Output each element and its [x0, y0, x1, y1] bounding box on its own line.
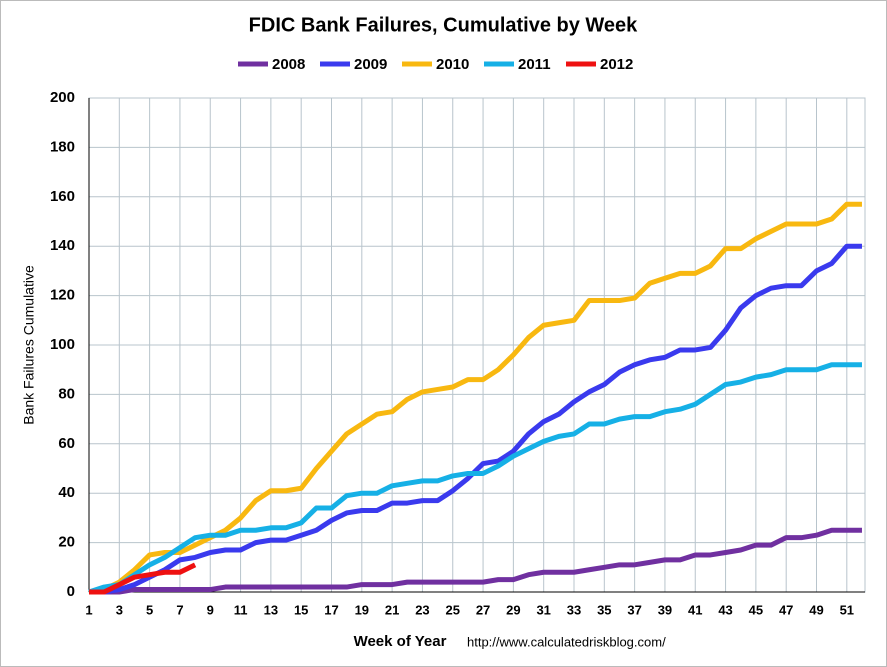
x-tick-label: 39	[658, 602, 672, 617]
x-tick-label: 43	[718, 602, 732, 617]
x-tick-label: 23	[415, 602, 429, 617]
x-tick-label: 17	[324, 602, 338, 617]
x-tick-label: 15	[294, 602, 308, 617]
y-tick-label: 200	[50, 89, 75, 106]
x-tick-label: 45	[749, 602, 763, 617]
x-tick-label: 25	[446, 602, 460, 617]
legend-label: 2012	[600, 56, 633, 73]
x-tick-label: 11	[234, 602, 248, 617]
x-tick-label: 49	[809, 602, 823, 617]
x-tick-label: 29	[506, 602, 520, 617]
x-tick-label: 37	[627, 602, 641, 617]
y-tick-label: 180	[50, 138, 75, 155]
series-line	[89, 562, 197, 595]
source: http://www.calculatedriskblog.com/	[467, 634, 666, 649]
x-tick-label: 1	[85, 602, 92, 617]
y-axis-label: Bank Failures Cumulative	[21, 265, 37, 425]
x-tick-label: 35	[597, 602, 611, 617]
legend-label: 2011	[518, 56, 551, 73]
x-tick-label: 31	[536, 602, 550, 617]
series-line	[88, 362, 862, 595]
x-tick-label: 47	[779, 602, 793, 617]
x-tick-label: 51	[840, 602, 854, 617]
x-tick-label: 27	[476, 602, 490, 617]
x-tick-label: 5	[146, 602, 153, 617]
y-tick-label: 0	[67, 583, 75, 600]
series-line	[89, 527, 862, 595]
y-tick-label: 20	[58, 534, 75, 551]
chart-title: FDIC Bank Failures, Cumulative by Week	[249, 14, 639, 36]
x-tick-label: 13	[264, 602, 278, 617]
legend-label: 2008	[272, 56, 305, 73]
legend-label: 2009	[354, 56, 387, 73]
x-tick-label: 7	[176, 602, 183, 617]
y-tick-label: 120	[50, 287, 75, 304]
y-tick-label: 160	[50, 188, 75, 205]
legend-label: 2010	[436, 56, 469, 73]
x-tick-label: 9	[207, 602, 214, 617]
y-tick-label: 100	[50, 336, 75, 353]
x-tick-label: 33	[567, 602, 581, 617]
y-tick-label: 40	[58, 484, 75, 501]
x-tick-label: 41	[688, 602, 702, 617]
x-axis-label: Week of Year	[354, 633, 447, 650]
y-tick-label: 140	[50, 237, 75, 254]
y-tick-label: 60	[58, 435, 75, 452]
x-tick-label: 3	[116, 602, 123, 617]
x-tick-label: 21	[385, 602, 399, 617]
x-tick-label: 19	[355, 602, 369, 617]
y-tick-label: 80	[58, 385, 75, 402]
